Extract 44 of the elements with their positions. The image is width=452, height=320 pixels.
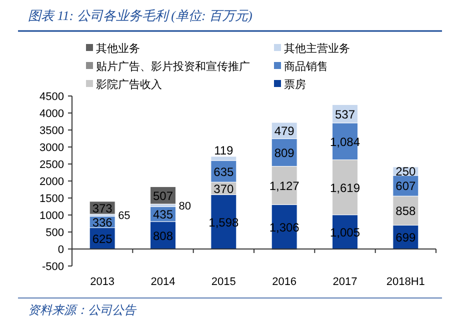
x-tick-label: 2018H1 [386,276,425,288]
legend-label: 其他主营业务 [284,42,350,55]
y-tick-label: 1000 [40,210,64,222]
data-label: 537 [334,107,356,122]
data-label: 479 [274,124,295,138]
y-tick-label: 500 [46,227,64,239]
data-label: 435 [152,208,174,222]
data-label: 699 [396,230,416,245]
data-label: 370 [214,182,234,196]
y-tick-label: -500 [42,261,64,273]
data-label: 635 [214,164,234,179]
legend-label: 影院广告收入 [96,78,162,91]
y-tick-label: 2000 [40,176,64,188]
data-label: 625 [92,232,113,246]
y-tick-label: 4500 [40,91,64,103]
x-tick-label: 2013 [90,276,115,288]
data-label: 80 [178,200,191,212]
data-label: 336 [92,216,113,230]
y-tick-label: 3500 [40,125,64,137]
data-label: 809 [274,146,295,160]
legend-label: 商品销售 [284,60,328,73]
data-label: 858 [396,204,416,218]
data-label: 808 [152,228,174,243]
legend-label: 其他业务 [96,42,140,55]
data-label: 119 [214,143,234,158]
data-label: 607 [396,179,416,194]
y-tick-label: 1500 [40,193,64,205]
y-tick-label: 4000 [40,108,64,120]
x-tick-label: 2015 [211,276,236,288]
y-tick-label: 2500 [40,159,64,171]
data-label: 373 [92,201,113,216]
y-tick-label: 0 [58,244,64,256]
x-tick-label: 2017 [332,276,358,288]
data-label: 1,127 [269,178,300,193]
x-tick-label: 2016 [272,276,297,288]
data-label: 250 [396,164,416,179]
legend-label: 票房 [284,78,306,91]
chart-title: 图表 11: 公司各业务毛利 (单位: 百万元) [28,8,252,23]
data-label: 507 [152,188,174,203]
text: 资料来源：公司公告 [28,303,137,317]
data-label: 1,619 [330,180,360,195]
data-label: 65 [118,210,130,222]
y-tick-label: 3000 [40,142,64,154]
x-tick-label: 2014 [150,276,176,288]
